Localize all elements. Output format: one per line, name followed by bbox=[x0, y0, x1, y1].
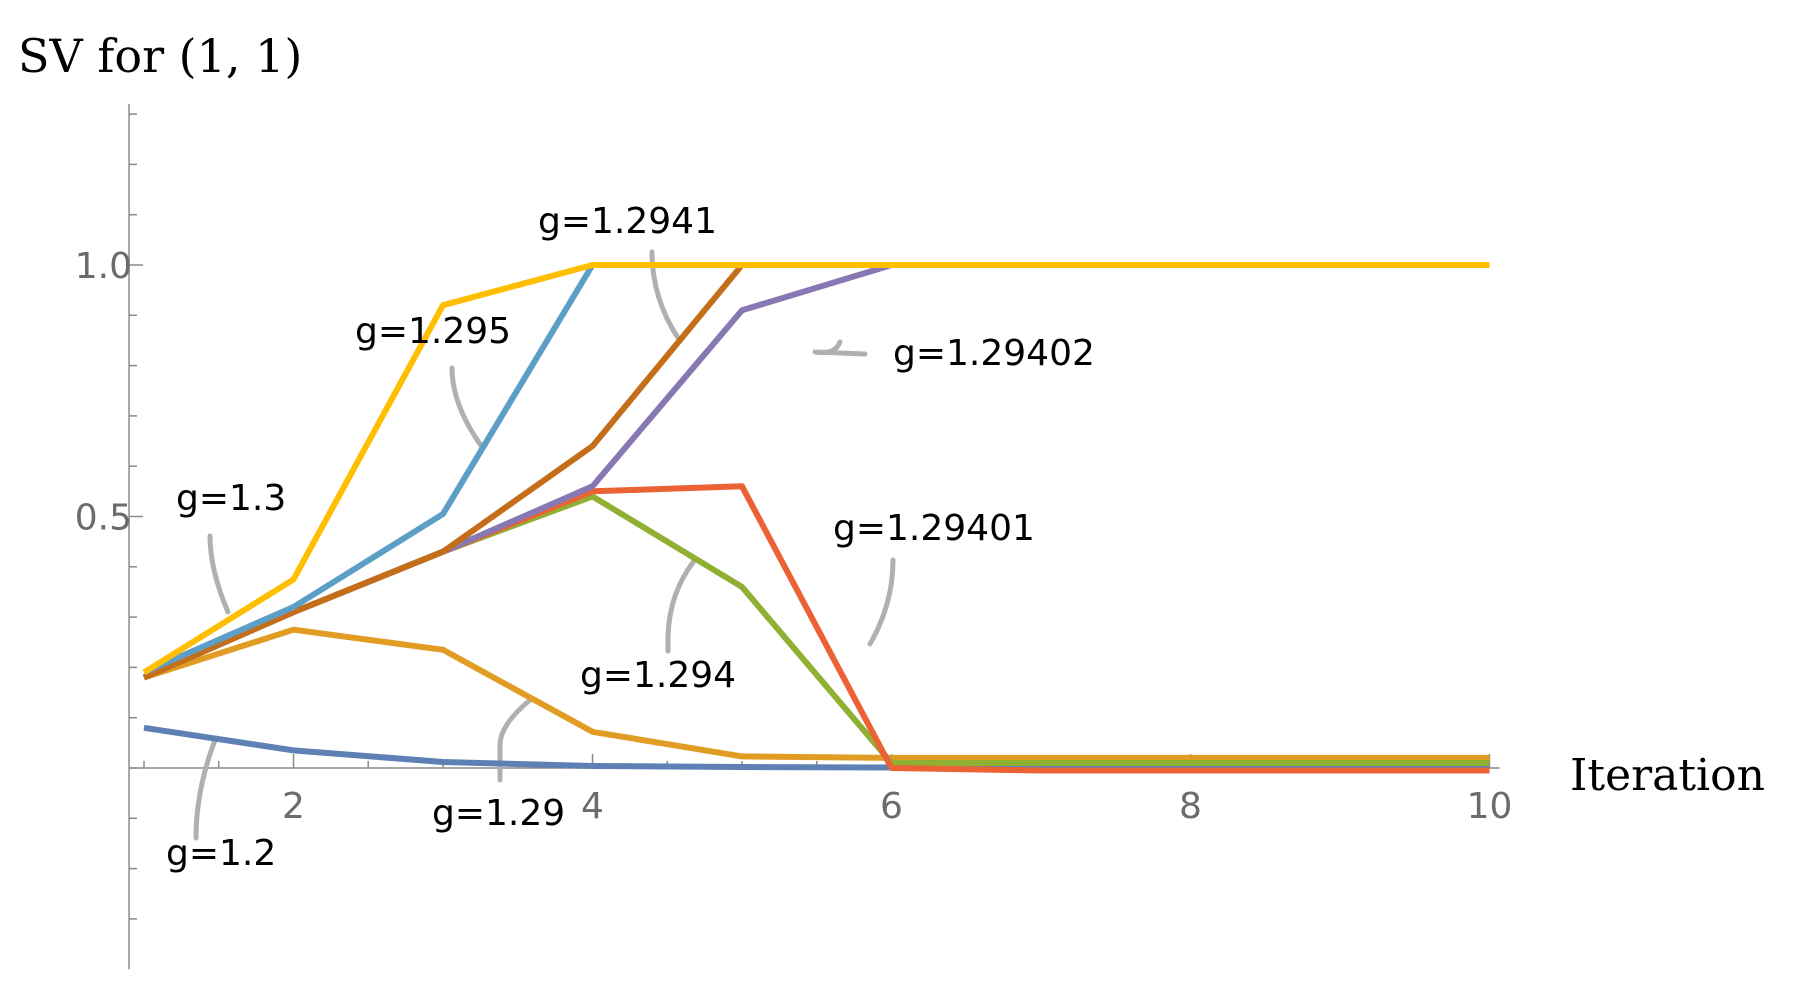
x-axis-label: Iteration bbox=[1570, 750, 1765, 801]
series-line bbox=[142, 262, 1490, 676]
annotation-leader bbox=[497, 697, 533, 783]
tick-labels: 2 4 6 8 10 0.5 1.0 bbox=[75, 246, 1513, 827]
annotation-leader bbox=[867, 557, 896, 647]
annotation-leader bbox=[449, 365, 485, 450]
series-line bbox=[143, 626, 1490, 761]
x-tick-label: 2 bbox=[282, 786, 305, 827]
axes bbox=[128, 104, 1500, 970]
annotation-leader bbox=[665, 558, 697, 654]
annotation-leader bbox=[207, 533, 231, 615]
series-line bbox=[142, 262, 1490, 675]
y-tick-label: 0.5 bbox=[75, 498, 132, 539]
series-annotation: g=1.29 bbox=[432, 793, 565, 834]
series-annotation: g=1.3 bbox=[176, 478, 286, 519]
series-line bbox=[142, 262, 1490, 681]
x-tick-label: 8 bbox=[1179, 786, 1202, 827]
series-annotation: g=1.2 bbox=[166, 833, 276, 874]
series-annotation: g=1.295 bbox=[355, 311, 511, 352]
annotation-leader bbox=[649, 249, 681, 341]
annotation-leader bbox=[193, 737, 218, 841]
y-axis-label: SV for (1, 1) bbox=[18, 29, 302, 83]
series-annotation: g=1.2941 bbox=[538, 201, 717, 242]
y-tick-label: 1.0 bbox=[75, 246, 132, 287]
series-line bbox=[142, 262, 1490, 681]
series-annotation: g=1.29402 bbox=[893, 333, 1095, 374]
series-line bbox=[142, 483, 1490, 774]
x-tick-label: 10 bbox=[1467, 786, 1513, 827]
series-annotation: g=1.29401 bbox=[833, 508, 1035, 549]
annotation-leader bbox=[812, 339, 868, 357]
series-lines bbox=[142, 262, 1490, 774]
x-tick-label: 6 bbox=[880, 786, 903, 827]
annotation-labels: g=1.3 g=1.295 g=1.2941 g=1.29402 g=1.29401 g=… bbox=[166, 201, 1095, 874]
annotation-leaders bbox=[193, 249, 896, 841]
series-annotation: g=1.294 bbox=[580, 655, 736, 696]
x-tick-label: 4 bbox=[581, 786, 604, 827]
